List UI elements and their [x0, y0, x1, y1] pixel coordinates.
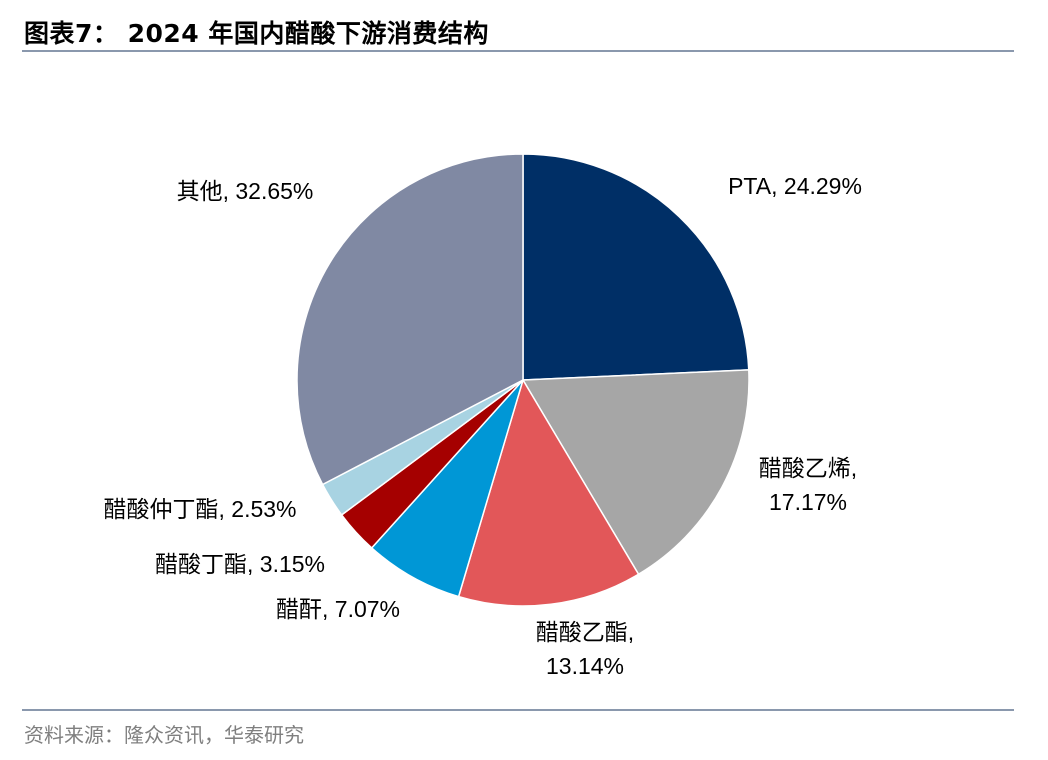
- slice-label-2: 醋酸乙烯, 17.17%: [759, 455, 857, 515]
- pie-slice-1: [523, 154, 749, 380]
- pie-chart: PTA, 24.29% 醋酸乙烯, 17.17% 醋酸乙酯, 13.14% 醋酐, 7.0…: [0, 0, 1048, 760]
- source-divider: [22, 709, 1014, 711]
- slice-label-7: 其他, 32.65%: [177, 178, 314, 204]
- pie-slices: [297, 154, 749, 606]
- slice-label-3: 醋酸乙酯, 13.14%: [536, 619, 634, 679]
- slice-label-1: PTA, 24.29%: [728, 173, 862, 199]
- source-note: 资料来源：隆众资讯，华泰研究: [24, 719, 304, 748]
- slice-label-6: 醋酸仲丁酯, 2.53%: [104, 496, 297, 522]
- slice-label-5: 醋酸丁酯, 3.15%: [155, 551, 325, 577]
- slice-label-4: 醋酐, 7.07%: [276, 596, 400, 622]
